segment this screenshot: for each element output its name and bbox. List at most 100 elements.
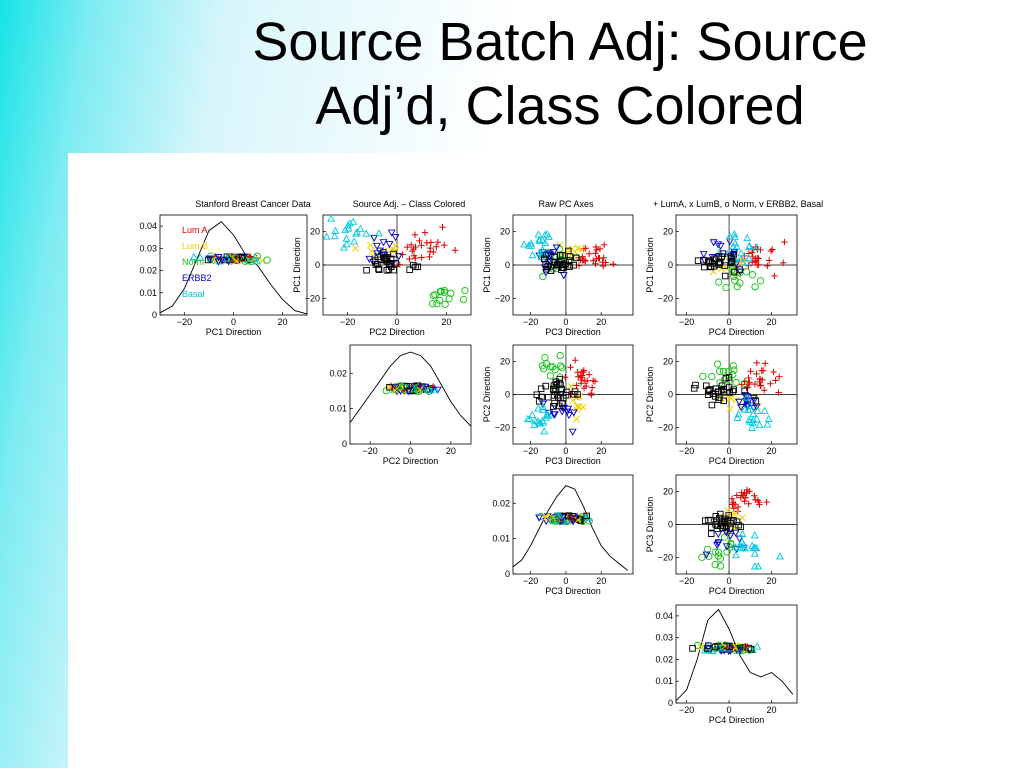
point-plus [396, 261, 403, 268]
point-triangle-down [388, 259, 397, 268]
point-plus [421, 229, 429, 236]
point-square [725, 512, 732, 519]
point-plus [588, 391, 595, 399]
point-triangle-up [535, 419, 544, 427]
x-tick-label: 20 [596, 576, 606, 586]
point-triangle-up [525, 414, 534, 423]
point-plus [767, 247, 775, 255]
y-tick-label: −20 [658, 293, 673, 303]
point-triangle-up [734, 410, 743, 418]
point-circle [722, 283, 730, 292]
point-circle [720, 533, 729, 541]
point-square [552, 378, 560, 386]
point-x [572, 415, 581, 423]
y-axis-label: PC1 Direction [292, 237, 302, 293]
y-tick-label: −20 [658, 423, 673, 433]
point-plus [599, 262, 607, 270]
point-square [383, 267, 391, 274]
point-triangle-down [568, 428, 577, 436]
point-triangle-down [735, 644, 744, 653]
axes-frame [349, 344, 472, 445]
point-square [690, 385, 698, 392]
point-triangle-down [736, 268, 745, 276]
point-triangle-up [763, 420, 772, 428]
point-plus [581, 377, 589, 385]
axes-frame [512, 474, 634, 575]
point-x [391, 386, 399, 394]
y-axis-label: PC1 Direction [482, 237, 492, 293]
point-plus [585, 371, 593, 378]
x-tick-label: 20 [441, 317, 451, 327]
point-square [570, 391, 577, 398]
point-circle [731, 276, 739, 285]
point-plus [399, 251, 406, 258]
point-square [719, 524, 726, 531]
point-triangle-down [545, 250, 554, 258]
point-square [574, 391, 581, 398]
point-triangle-up [744, 405, 753, 413]
header-4: + LumA, x LumB, o Norm, v ERBB2, Basal [653, 199, 823, 209]
point-triangle-down [559, 513, 568, 521]
point-x [568, 245, 576, 253]
point-plus [775, 373, 783, 380]
point-plus [745, 500, 752, 507]
point-triangle-up [541, 238, 550, 246]
density-curve [512, 485, 628, 571]
y-axis-label: PC2 Direction [482, 367, 492, 423]
point-triangle-up [350, 237, 359, 245]
point-circle [546, 372, 555, 380]
point-plus [434, 238, 442, 246]
x-axis-label: PC3 Direction [545, 586, 601, 596]
point-triangle-down [224, 257, 233, 265]
point-square [555, 259, 563, 266]
point-triangle-up [342, 240, 351, 248]
point-x [352, 244, 360, 252]
y-tick-label: 0 [315, 260, 320, 270]
point-circle [730, 272, 738, 281]
point-circle [756, 277, 765, 285]
point-triangle-up [730, 230, 739, 238]
point-triangle-up [322, 232, 331, 240]
point-plus [441, 241, 448, 249]
point-triangle-up [196, 253, 205, 261]
point-square [555, 379, 563, 387]
point-triangle-down [217, 256, 226, 264]
point-square [712, 513, 720, 520]
point-triangle-up [374, 229, 383, 237]
point-triangle-down [394, 253, 403, 261]
x-tick-label: −20 [679, 446, 694, 456]
point-triangle-up [742, 393, 751, 401]
point-plus [451, 247, 459, 254]
point-circle [541, 353, 549, 362]
point-square [392, 260, 400, 267]
legend-entry: Lum B [182, 241, 208, 251]
point-triangle-down [565, 412, 573, 420]
point-square [375, 265, 382, 273]
point-triangle-up [542, 413, 551, 421]
point-square [735, 521, 742, 529]
point-x [574, 244, 582, 252]
point-triangle-up [189, 252, 198, 260]
point-circle [751, 283, 759, 291]
point-square [382, 254, 389, 261]
point-plus [749, 259, 756, 266]
x-tick-label: 20 [596, 446, 606, 456]
point-square [726, 389, 733, 396]
x-tick-label: −20 [523, 317, 538, 327]
point-plus [767, 380, 774, 387]
point-triangle-up [330, 231, 339, 240]
point-plus [573, 382, 580, 389]
point-circle [715, 278, 723, 286]
y-tick-label: 0 [152, 310, 157, 320]
point-circle [745, 646, 754, 654]
point-triangle-down [571, 515, 580, 523]
point-triangle-down [373, 242, 381, 251]
density-curve [159, 221, 308, 315]
point-circle [732, 378, 740, 387]
panel-s12: −20 0 20 −20 0 20 PC2 Direction PC1 Direction [292, 214, 472, 337]
point-triangle-up [753, 406, 762, 415]
point-circle [699, 372, 707, 381]
point-triangle-down [722, 543, 731, 551]
point-triangle-up [543, 410, 551, 418]
